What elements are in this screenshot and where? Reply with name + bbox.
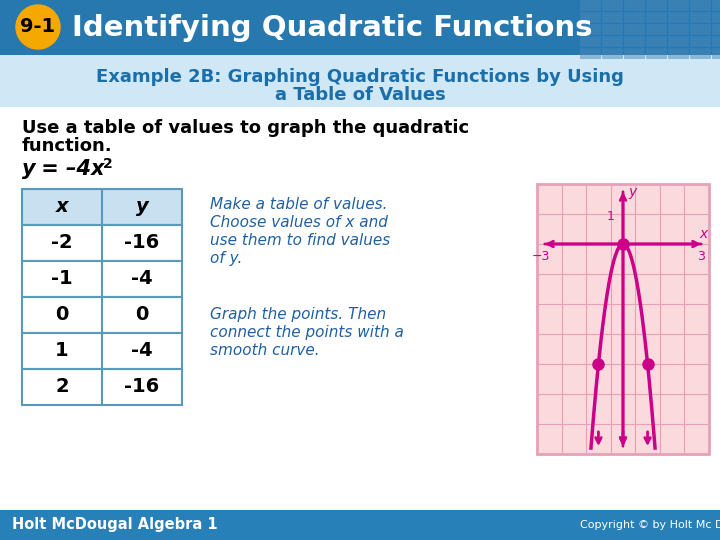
Text: a Table of Values: a Table of Values (274, 86, 446, 104)
Text: 1: 1 (607, 210, 615, 222)
Text: -16: -16 (125, 233, 160, 253)
Bar (712, 12, 720, 22)
Text: 9-1: 9-1 (20, 17, 55, 37)
Bar (602, 24, 622, 34)
Text: x: x (699, 227, 707, 241)
Text: -2: -2 (51, 233, 73, 253)
Bar (646, 12, 666, 22)
Bar (602, 48, 622, 58)
Text: -16: -16 (125, 377, 160, 396)
Text: −3: −3 (532, 250, 551, 263)
Text: Example 2B: Graphing Quadratic Functions by Using: Example 2B: Graphing Quadratic Functions… (96, 68, 624, 86)
Bar (646, 48, 666, 58)
Text: y: y (22, 159, 35, 179)
Bar (0, 0, 720, 55)
Bar (690, 48, 710, 58)
Bar (580, 48, 600, 58)
Bar (646, 24, 666, 34)
Bar (602, 0, 622, 10)
Text: of y.: of y. (210, 251, 243, 266)
Bar (624, 48, 644, 58)
Bar (712, 24, 720, 34)
Bar (22, 189, 182, 225)
Text: 3: 3 (697, 250, 705, 263)
Text: Use a table of values to graph the quadratic: Use a table of values to graph the quadr… (22, 119, 469, 137)
Bar (624, 12, 644, 22)
Text: = –4x: = –4x (34, 159, 104, 179)
Text: y: y (135, 198, 148, 217)
Bar (690, 24, 710, 34)
Bar (22, 333, 182, 369)
Bar (537, 184, 709, 454)
Bar (690, 36, 710, 46)
Bar (668, 12, 688, 22)
Bar (0, 55, 720, 107)
Text: x: x (55, 198, 68, 217)
Bar (668, 0, 688, 10)
Bar (690, 0, 710, 10)
Bar (668, 24, 688, 34)
Bar (624, 24, 644, 34)
Bar (0, 107, 720, 510)
Bar (580, 36, 600, 46)
Text: -1: -1 (51, 269, 73, 288)
Text: 1: 1 (55, 341, 69, 361)
Bar (668, 36, 688, 46)
Text: Choose values of x and: Choose values of x and (210, 215, 388, 230)
Text: 2: 2 (55, 377, 69, 396)
Bar (580, 0, 600, 10)
Bar (646, 0, 666, 10)
Bar (22, 225, 182, 261)
Bar (580, 24, 600, 34)
Text: Make a table of values.: Make a table of values. (210, 197, 387, 212)
Bar (690, 12, 710, 22)
Bar (602, 12, 622, 22)
Text: -4: -4 (131, 341, 153, 361)
Text: 2: 2 (103, 157, 113, 171)
Text: -4: -4 (131, 269, 153, 288)
Bar (0, 510, 720, 540)
Text: y: y (628, 185, 636, 199)
Text: Holt McDougal Algebra 1: Holt McDougal Algebra 1 (12, 517, 217, 532)
Text: 0: 0 (135, 306, 149, 325)
Bar (668, 48, 688, 58)
Bar (646, 36, 666, 46)
Bar (580, 12, 600, 22)
Bar (624, 36, 644, 46)
Bar (712, 48, 720, 58)
Text: Identifying Quadratic Functions: Identifying Quadratic Functions (72, 14, 593, 42)
Text: use them to find values: use them to find values (210, 233, 390, 248)
Bar (712, 0, 720, 10)
Bar (602, 36, 622, 46)
Text: smooth curve.: smooth curve. (210, 343, 320, 358)
Bar (22, 261, 182, 297)
Text: 0: 0 (55, 306, 68, 325)
Circle shape (16, 5, 60, 49)
Bar (22, 297, 182, 333)
Bar (624, 0, 644, 10)
Text: Copyright © by Holt Mc Dougal. All Rights Reserved.: Copyright © by Holt Mc Dougal. All Right… (580, 520, 720, 530)
Text: function.: function. (22, 137, 112, 155)
Text: Graph the points. Then: Graph the points. Then (210, 307, 386, 322)
Text: connect the points with a: connect the points with a (210, 325, 404, 340)
Bar (22, 369, 182, 405)
Bar (712, 36, 720, 46)
